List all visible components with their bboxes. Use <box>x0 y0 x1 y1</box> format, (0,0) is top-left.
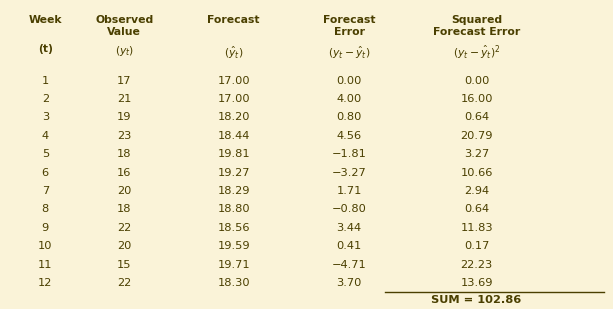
Text: 4.00: 4.00 <box>337 94 362 104</box>
Text: 3.27: 3.27 <box>464 149 489 159</box>
Text: 9: 9 <box>42 223 49 233</box>
Text: 18: 18 <box>117 149 132 159</box>
Text: 16: 16 <box>117 167 131 178</box>
Text: 11: 11 <box>38 260 53 270</box>
Text: 0.17: 0.17 <box>464 241 489 251</box>
Text: 2: 2 <box>42 94 49 104</box>
Text: Squared
Forecast Error: Squared Forecast Error <box>433 15 520 37</box>
Text: 19: 19 <box>117 112 132 122</box>
Text: 19.71: 19.71 <box>217 260 250 270</box>
Text: 18.20: 18.20 <box>218 112 250 122</box>
Text: 0.80: 0.80 <box>337 112 362 122</box>
Text: −3.27: −3.27 <box>332 167 367 178</box>
Text: 17.00: 17.00 <box>217 94 250 104</box>
Text: 4: 4 <box>42 131 49 141</box>
Text: 6: 6 <box>42 167 49 178</box>
Text: 18: 18 <box>117 205 132 214</box>
Text: $(\hat{y}_t)$: $(\hat{y}_t)$ <box>224 44 243 61</box>
Text: 17.00: 17.00 <box>217 75 250 86</box>
Text: 3.44: 3.44 <box>337 223 362 233</box>
Text: $(y_t - \hat{y}_t)$: $(y_t - \hat{y}_t)$ <box>328 44 370 61</box>
Text: 22.23: 22.23 <box>460 260 493 270</box>
Text: 10.66: 10.66 <box>460 167 493 178</box>
Text: Forecast: Forecast <box>207 15 260 25</box>
Text: 20: 20 <box>117 186 131 196</box>
Text: 0.00: 0.00 <box>337 75 362 86</box>
Text: 8: 8 <box>42 205 49 214</box>
Text: 20.79: 20.79 <box>460 131 493 141</box>
Text: −1.81: −1.81 <box>332 149 367 159</box>
Text: 16.00: 16.00 <box>460 94 493 104</box>
Text: 18.80: 18.80 <box>217 205 250 214</box>
Text: 18.29: 18.29 <box>218 186 250 196</box>
Text: 19.27: 19.27 <box>218 167 250 178</box>
Text: 11.83: 11.83 <box>460 223 493 233</box>
Text: 15: 15 <box>117 260 132 270</box>
Text: 12: 12 <box>38 278 53 288</box>
Text: 19.59: 19.59 <box>217 241 250 251</box>
Text: 18.44: 18.44 <box>218 131 249 141</box>
Text: 1: 1 <box>42 75 49 86</box>
Text: 18.30: 18.30 <box>217 278 250 288</box>
Text: SUM = 102.86: SUM = 102.86 <box>432 295 522 305</box>
Text: 19.81: 19.81 <box>217 149 250 159</box>
Text: 3: 3 <box>42 112 49 122</box>
Text: 18.56: 18.56 <box>218 223 250 233</box>
Text: 21: 21 <box>117 94 131 104</box>
Text: 0.64: 0.64 <box>464 205 489 214</box>
Text: $(y_t)$: $(y_t)$ <box>115 44 134 58</box>
Text: 17: 17 <box>117 75 132 86</box>
Text: −0.80: −0.80 <box>332 205 367 214</box>
Text: 20: 20 <box>117 241 131 251</box>
Text: 13.69: 13.69 <box>460 278 493 288</box>
Text: Observed
Value: Observed Value <box>95 15 153 37</box>
Text: (t): (t) <box>38 44 53 54</box>
Text: Week: Week <box>29 15 62 25</box>
Text: 0.41: 0.41 <box>337 241 362 251</box>
Text: 5: 5 <box>42 149 49 159</box>
Text: 23: 23 <box>117 131 131 141</box>
Text: 3.70: 3.70 <box>337 278 362 288</box>
Text: Forecast
Error: Forecast Error <box>323 15 375 37</box>
Text: −4.71: −4.71 <box>332 260 367 270</box>
Text: 1.71: 1.71 <box>337 186 362 196</box>
Text: 0.64: 0.64 <box>464 112 489 122</box>
Text: 22: 22 <box>117 278 131 288</box>
Text: 4.56: 4.56 <box>337 131 362 141</box>
Text: 2.94: 2.94 <box>464 186 489 196</box>
Text: $(y_t - \hat{y}_t)^2$: $(y_t - \hat{y}_t)^2$ <box>453 44 500 62</box>
Text: 10: 10 <box>38 241 53 251</box>
Text: 7: 7 <box>42 186 49 196</box>
Text: 0.00: 0.00 <box>464 75 489 86</box>
Text: 22: 22 <box>117 223 131 233</box>
